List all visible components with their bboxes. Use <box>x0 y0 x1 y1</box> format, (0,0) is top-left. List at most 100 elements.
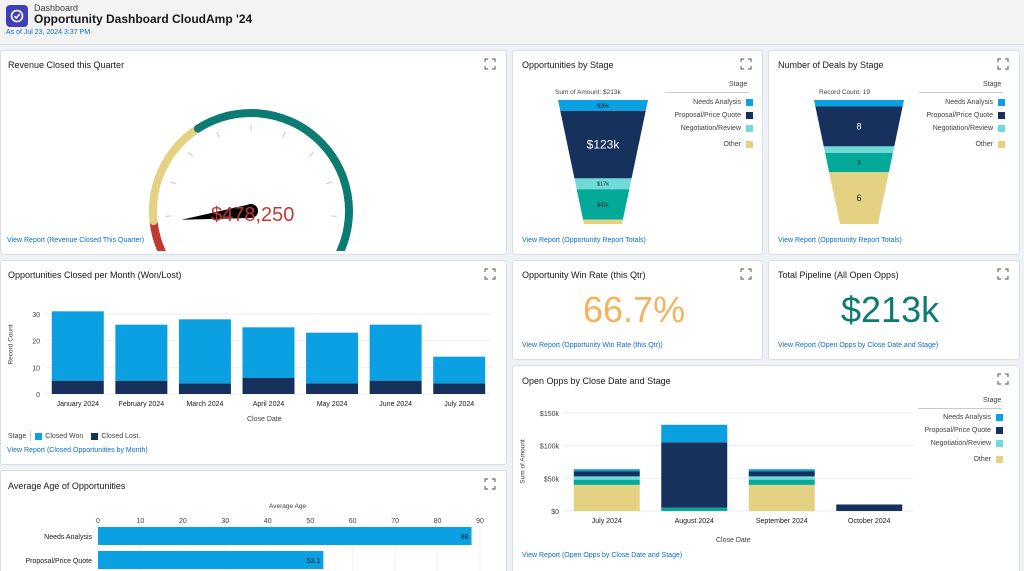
bar-segment <box>51 311 104 381</box>
win-rate-card: Opportunity Win Rate (this Qtr) 66.7% Vi… <box>512 260 763 360</box>
legend-swatch <box>996 414 1003 421</box>
legend-item[interactable]: Negotiation/Review <box>915 122 1005 135</box>
view-report-link[interactable]: View Report (Closed Opportunities by Mon… <box>7 447 148 454</box>
expand-icon[interactable] <box>997 268 1009 280</box>
bar-segment <box>306 383 359 394</box>
y-tick-label: $0 <box>551 509 559 516</box>
bar-segment <box>306 332 359 384</box>
y-category-label: Proposal/Price Quote <box>25 558 92 565</box>
gauge-value: $478,250 <box>211 204 295 226</box>
legend-item[interactable]: Negotiation/Review <box>913 437 1003 450</box>
stage-legend: Needs Analysis Proposal/Price Quote Negoti… <box>663 96 753 151</box>
bar-segment <box>748 484 815 511</box>
bar-segment <box>115 380 168 394</box>
bar-segment <box>369 380 422 394</box>
legend-item[interactable]: Other <box>913 453 1003 466</box>
expand-icon[interactable] <box>997 373 1009 385</box>
x-tick-label: 0 <box>96 518 100 525</box>
refresh-timestamp[interactable]: As of Jul 23, 2024 3:37 PM· <box>6 29 93 36</box>
legend-label: Needs Analysis <box>945 99 993 106</box>
x-tick-label: October 2024 <box>848 518 891 525</box>
opps-by-stage-card: Opportunities by Stage Sum of Amount: $2… <box>512 50 763 255</box>
card-title: Revenue Closed this Quarter <box>8 60 125 70</box>
gauge-band-low <box>149 217 167 251</box>
legend-swatch <box>996 456 1003 463</box>
gauge-tick <box>326 181 333 185</box>
closed-bar-chart: 0 10 20 30 January 2024 February 2024 March 20… <box>32 311 491 408</box>
page-title: Opportunity Dashboard CloudAmp '24 <box>34 12 253 26</box>
expand-icon[interactable] <box>484 478 496 490</box>
expand-icon[interactable] <box>997 58 1009 70</box>
legend-swatch <box>746 125 753 132</box>
legend-swatch <box>996 440 1003 447</box>
y-tick-label: 10 <box>32 365 40 372</box>
expand-icon[interactable] <box>740 58 752 70</box>
view-report-link[interactable]: View Report (Open Opps by Close Date and… <box>778 342 939 349</box>
x-tick-label: 20 <box>179 518 187 525</box>
legend-item[interactable]: Needs Analysis <box>913 411 1003 424</box>
legend-item[interactable]: Proposal/Price Quote <box>913 424 1003 437</box>
bar-segment <box>178 383 231 394</box>
card-title: Opportunities by Stage <box>522 60 614 70</box>
expand-icon[interactable] <box>484 58 496 70</box>
legend-item[interactable]: Needs Analysis <box>663 96 753 109</box>
funnel-segment <box>574 178 632 190</box>
legend-item[interactable]: Negotiation/Review <box>663 122 753 135</box>
legend-label: Negotiation/Review <box>932 125 993 132</box>
funnel-label: $26k <box>597 103 609 109</box>
legend-label: Needs Analysis <box>693 99 741 106</box>
x-tick-label: 10 <box>137 518 145 525</box>
card-title: Total Pipeline (All Open Opps) <box>778 270 899 280</box>
x-tick-label: May 2024 <box>317 401 348 408</box>
funnel-segment <box>583 219 623 224</box>
legend-swatch <box>746 112 753 119</box>
bar-segment <box>433 383 486 394</box>
legend-item-lost[interactable]: Closed Lost. <box>101 432 141 440</box>
legend-item[interactable]: Proposal/Price Quote <box>663 109 753 122</box>
legend-item[interactable]: Other <box>663 138 753 151</box>
revenue-closed-card: Revenue Closed this Quarter $478,250 Vie… <box>0 50 507 255</box>
bar-segment <box>115 324 168 381</box>
legend-swatch <box>996 427 1003 434</box>
x-tick-label: February 2024 <box>119 401 165 408</box>
view-report-link[interactable]: View Report (Opportunity Report Totals) <box>522 237 646 244</box>
gauge-tick <box>308 151 315 157</box>
legend-title: Stage <box>8 432 27 440</box>
legend-label: Proposal/Price Quote <box>926 112 993 119</box>
stage-legend: Needs Analysis Proposal/Price Quote Negoti… <box>915 96 1005 151</box>
expand-icon[interactable] <box>740 268 752 280</box>
y-axis-label: Record Count <box>7 324 15 365</box>
expand-icon[interactable] <box>484 268 496 280</box>
funnel-label: 3 <box>857 161 861 167</box>
legend-item[interactable]: Proposal/Price Quote <box>915 109 1005 122</box>
view-report-link[interactable]: View Report (Opportunity Report Totals) <box>778 237 902 244</box>
x-tick-label: August 2024 <box>675 518 714 525</box>
legend-swatch <box>746 141 753 148</box>
legend-title: Stage <box>729 81 748 88</box>
legend-label: Negotiation/Review <box>680 125 741 132</box>
x-axis-label: Close Date <box>247 416 282 423</box>
gauge-needle <box>181 204 251 220</box>
funnel-chart: 8 3 6 <box>814 100 904 224</box>
y-tick-label: $50k <box>544 476 560 483</box>
y-tick-label: $150k <box>540 411 560 418</box>
view-report-link[interactable]: View Report (Revenue Closed This Quarter… <box>7 237 145 244</box>
legend-item[interactable]: Needs Analysis <box>915 96 1005 109</box>
legend-item[interactable]: Other <box>915 138 1005 151</box>
bar <box>98 527 472 545</box>
bar-segment <box>178 319 231 384</box>
view-report-link[interactable]: View Report (Opportunity Win Rate (this … <box>522 342 663 349</box>
legend-item-won[interactable]: Closed Won <box>45 432 84 440</box>
bar-segment <box>661 507 728 511</box>
legend-swatch <box>998 99 1005 106</box>
view-report-link[interactable]: View Report (Open Opps by Close Date and… <box>522 552 683 559</box>
closed-per-month-card: Opportunities Closed per Month (Won/Lost… <box>0 260 507 465</box>
funnel-label: 6 <box>856 193 861 203</box>
gauge-tick <box>216 131 220 138</box>
legend-swatch-won <box>35 432 43 440</box>
average-age-card: Average Age of Opportunities Average Age… <box>0 470 507 571</box>
breadcrumb: Dashboard <box>34 3 79 13</box>
funnel-segment <box>825 152 893 173</box>
x-tick-label: 70 <box>391 518 399 525</box>
legend-label: Other <box>973 456 991 463</box>
